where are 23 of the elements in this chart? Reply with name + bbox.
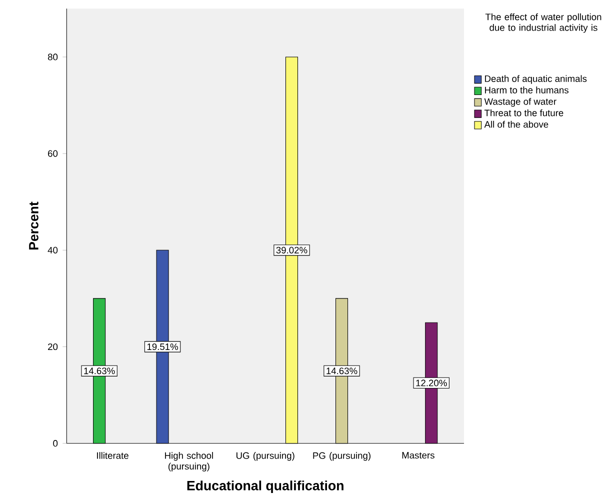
legend-label: Wastage of water [484,98,556,107]
y-tick-label: 20 [48,343,58,350]
y-tick-label: 80 [48,54,58,60]
y-tick-label: 60 [48,150,58,157]
legend-label: Harm to the humans [485,86,568,94]
x-axis-title: Educational qualification [187,480,344,493]
y-axis-title: Percent [29,202,38,250]
legend-label: Threat to the future [484,109,564,116]
legend-title: The effect of water pollution due to industrial activity is [485,13,602,33]
x-tick-label: High school (pursuing) [165,452,213,472]
y-tick-label: 0 [53,440,58,447]
annotation: 14.63% [326,368,358,374]
legend-label: Death of aquatic animals [485,75,587,84]
x-tick-label: Masters [402,452,434,459]
y-tick-label: 40 [48,246,58,254]
annotation: 12.20% [416,380,447,386]
x-tick-label: PG (pursuing) [313,452,370,461]
annotation: 14.63% [84,368,115,374]
x-tick-label: Illiterate [97,452,128,459]
annotation: 19.51% [147,343,178,350]
annotation: 39.02% [276,246,308,254]
x-tick-label: UG (pursuing) [236,452,294,461]
legend-label: All of the above [484,120,548,128]
